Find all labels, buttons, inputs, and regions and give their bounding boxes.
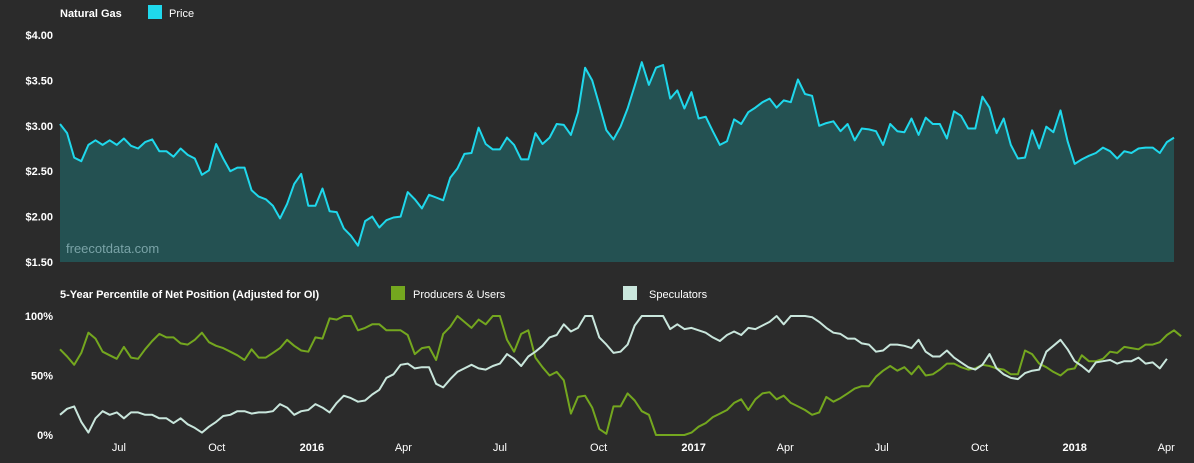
y-tick-label: $1.50 [25, 257, 53, 269]
y-tick-label: $4.00 [25, 30, 53, 42]
speculators-line [59, 315, 1168, 434]
price-y-axis: $1.50 $2.00 $2.50 $3.00 $3.50 $4.00 [25, 30, 53, 269]
producers-line [59, 315, 1182, 436]
x-tick-label: Jul [112, 442, 126, 454]
y-tick-label: 0% [37, 430, 53, 442]
watermark: freecotdata.com [66, 241, 159, 256]
price-panel: freecotdata.com $1.50 $2.00 $2.50 $3.00 … [25, 30, 1175, 269]
x-tick-label: 2017 [681, 442, 705, 454]
producers-legend-label[interactable]: Producers & Users [413, 289, 506, 301]
y-tick-label: $2.50 [25, 166, 53, 178]
speculators-legend-swatch[interactable] [623, 286, 637, 300]
percentile-panel: 0% 50% 100% [25, 311, 1182, 442]
x-axis: Jul Oct 2016 Apr Jul Oct 2017 Apr Jul Oc… [112, 442, 1175, 454]
x-tick-label: 2018 [1062, 442, 1086, 454]
percentile-chart-title: 5-Year Percentile of Net Position (Adjus… [60, 289, 319, 301]
x-tick-label: Oct [971, 442, 988, 454]
x-tick-label: Apr [1158, 442, 1175, 454]
x-tick-label: Apr [395, 442, 412, 454]
price-chart-title: Natural Gas [60, 8, 122, 20]
y-tick-label: $3.50 [25, 75, 53, 87]
x-tick-label: Jul [875, 442, 889, 454]
y-tick-label: 100% [25, 311, 53, 323]
producers-legend-swatch[interactable] [391, 286, 405, 300]
x-tick-label: Oct [208, 442, 225, 454]
price-legend-swatch[interactable] [148, 5, 162, 19]
x-tick-label: 2016 [300, 442, 324, 454]
y-tick-label: $2.00 [25, 212, 53, 224]
y-tick-label: $3.00 [25, 121, 53, 133]
price-legend-label[interactable]: Price [169, 8, 194, 20]
speculators-legend-label[interactable]: Speculators [649, 289, 708, 301]
price-line [59, 61, 1175, 247]
y-tick-label: 50% [31, 371, 53, 383]
percentile-y-axis: 0% 50% 100% [25, 311, 53, 442]
price-area [60, 62, 1174, 263]
x-tick-label: Oct [590, 442, 607, 454]
x-tick-label: Jul [493, 442, 507, 454]
x-tick-label: Apr [777, 442, 794, 454]
